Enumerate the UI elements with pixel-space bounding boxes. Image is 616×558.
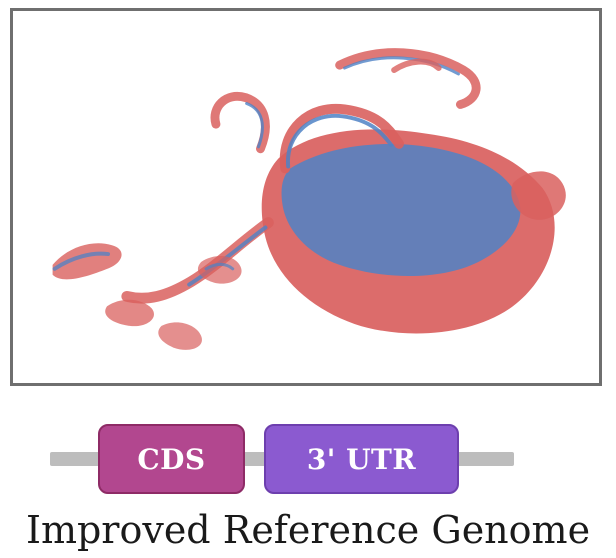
top-strand-blue: [343, 56, 460, 76]
left-fragment-4: [197, 256, 242, 284]
figure-caption: Improved Reference Genome: [25, 508, 591, 552]
left-fragment-3: [158, 322, 202, 350]
upper-strand-red: [391, 58, 442, 73]
embedding-plot-frame: [10, 8, 602, 386]
top-strand-red: [335, 48, 481, 109]
cell-embedding-scatter: [52, 48, 566, 350]
loop-arc-red: [279, 103, 404, 174]
loop-arc-blue: [286, 113, 394, 169]
cds-block: CDS: [98, 424, 245, 494]
gene-structure-diagram: CDS 3' UTR: [0, 420, 616, 500]
left-arm-red: [121, 217, 274, 304]
cluster-right-lobe: [511, 171, 566, 220]
hook-blue: [245, 102, 264, 149]
cluster-main-blue: [281, 144, 521, 276]
left-fragment-1: [52, 243, 122, 280]
hook-red: [210, 91, 270, 154]
left-fragment-4-blue: [204, 262, 235, 271]
left-fragment-2: [105, 299, 154, 327]
utr-block: 3' UTR: [264, 424, 459, 494]
left-fragment-blue: [52, 251, 111, 271]
